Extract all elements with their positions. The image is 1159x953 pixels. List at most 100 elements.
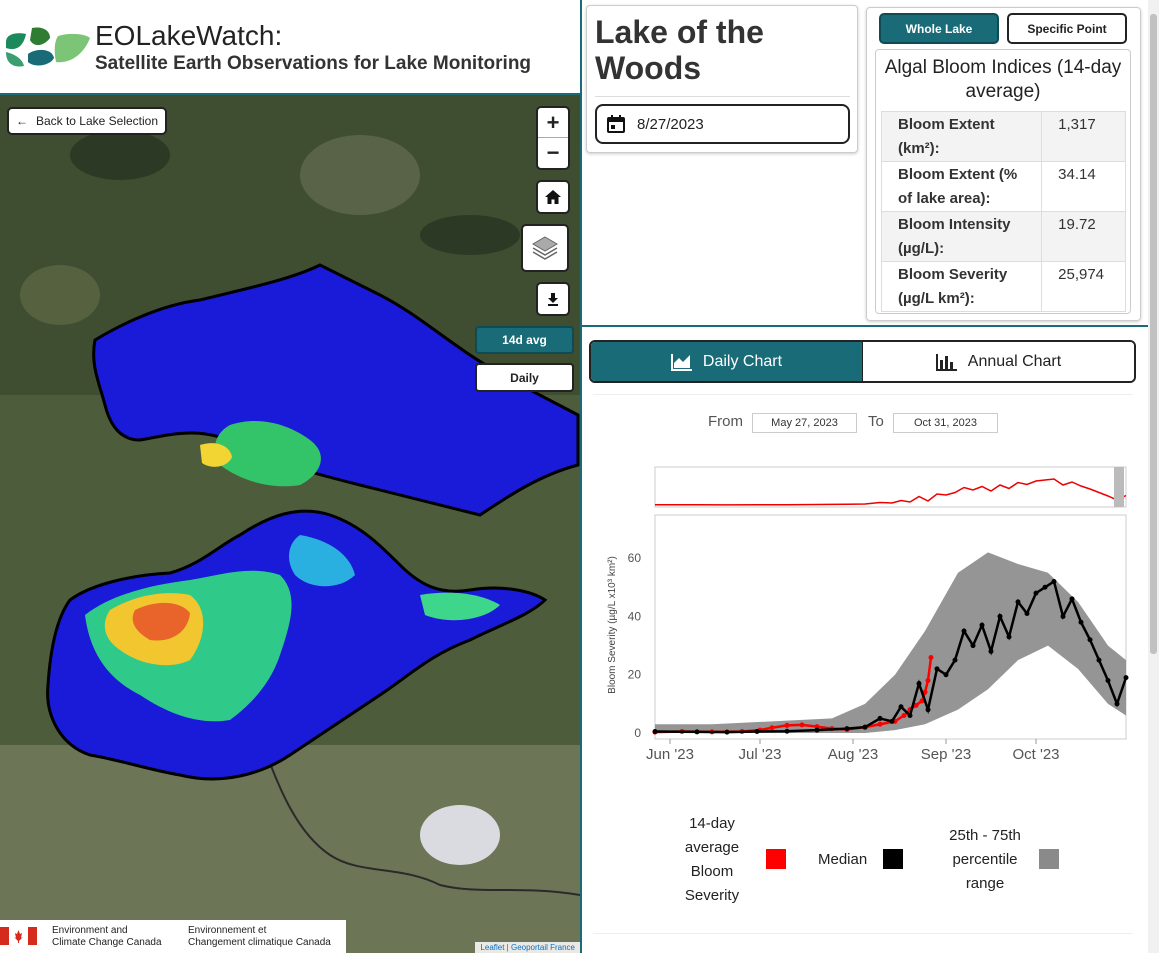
data-point xyxy=(844,726,850,732)
chart-tabs: Daily Chart Annual Chart xyxy=(589,340,1136,383)
data-point xyxy=(997,613,1003,619)
navigator-handle xyxy=(1114,467,1124,507)
table-row: Bloom Extent (% of lake area): 34.14 xyxy=(880,161,1126,212)
data-point xyxy=(943,672,949,678)
14d-avg-toggle[interactable]: 14d avg xyxy=(475,326,574,354)
legend-pct-swatch xyxy=(1039,849,1059,869)
lake-card: Lake of the Woods 8/27/2023 xyxy=(586,5,858,153)
data-point xyxy=(724,729,730,735)
map-attribution[interactable]: Leaflet | Geoportail France xyxy=(475,942,580,953)
calendar-icon xyxy=(607,115,625,133)
tab-annual-label: Annual Chart xyxy=(967,352,1062,370)
data-point xyxy=(652,729,658,735)
data-point xyxy=(1015,599,1021,605)
tab-daily-chart[interactable]: Daily Chart xyxy=(591,342,862,381)
data-point xyxy=(907,713,913,719)
data-point xyxy=(1060,613,1066,619)
series-line xyxy=(654,579,1128,734)
data-point xyxy=(898,704,904,710)
date-picker[interactable]: 8/27/2023 xyxy=(595,104,850,144)
row-value: 34.14 xyxy=(1041,161,1126,212)
download-button[interactable] xyxy=(536,282,570,316)
home-icon xyxy=(545,190,561,204)
x-tick-label: Jul '23 xyxy=(739,746,782,763)
gov-name-en: Environment and Climate Change Canada xyxy=(52,925,162,949)
bloom-severity-chart[interactable]: 0 20 40 60 Jun '23 Jul '23 Aug '23 Sep '23 Oct '… xyxy=(593,455,1138,775)
navigator-series xyxy=(654,478,1127,506)
app-header: EOLakeWatch: Satellite Earth Observation… xyxy=(0,0,580,95)
plot-area: 0 20 40 60 Jun '23 Jul '23 Aug '23 Sep '23 Oct '… xyxy=(628,514,1129,763)
y-tick-label: 0 xyxy=(634,726,641,740)
y-tick-label: 20 xyxy=(628,668,642,682)
gov-name-en-line2: Climate Change Canada xyxy=(52,937,162,948)
y-tick-label: 60 xyxy=(628,551,642,565)
row-label: Bloom Extent (% of lake area): xyxy=(880,161,1043,212)
indices-table: Bloom Extent (km²): 1,317 Bloom Extent (%… xyxy=(880,111,1126,312)
to-date-input[interactable]: Oct 31, 2023 xyxy=(893,413,998,433)
data-point xyxy=(1096,657,1102,663)
government-of-canada-signature: Environment and Climate Change Canada En… xyxy=(0,920,346,953)
home-button[interactable] xyxy=(536,180,570,214)
area-chart-icon xyxy=(670,353,692,371)
tab-annual-chart[interactable]: Annual Chart xyxy=(862,342,1134,381)
row-value: 19.72 xyxy=(1041,211,1126,262)
legend-avg-label: 14-day average Bloom Severity xyxy=(684,815,740,904)
daily-toggle[interactable]: Daily xyxy=(475,363,574,392)
zoom-out-button[interactable]: − xyxy=(546,140,560,165)
data-point xyxy=(889,718,895,724)
specific-point-button[interactable]: Specific Point xyxy=(1007,13,1127,44)
data-point xyxy=(988,648,994,654)
pane-divider xyxy=(580,0,582,953)
data-point xyxy=(1105,678,1111,684)
data-point xyxy=(877,721,883,727)
data-point xyxy=(934,666,940,672)
row-value: 25,974 xyxy=(1041,261,1126,312)
x-tick-label: Oct '23 xyxy=(1012,746,1059,763)
data-point xyxy=(784,728,790,734)
app-subtitle: Satellite Earth Observations for Lake Mo… xyxy=(95,53,532,74)
legend-median-label: Median xyxy=(818,851,868,868)
back-to-lake-selection-button[interactable]: ← Back to Lake Selection xyxy=(7,107,167,135)
download-icon xyxy=(548,293,558,306)
layers-icon xyxy=(532,236,558,260)
chart-panel xyxy=(593,394,1133,934)
data-point xyxy=(877,715,883,721)
card-divider xyxy=(595,96,850,97)
arrow-left-icon: ← xyxy=(15,114,28,128)
layers-button[interactable] xyxy=(521,224,569,272)
data-point xyxy=(1069,596,1075,602)
row-label: Bloom Extent (km²): xyxy=(880,111,1043,162)
from-date-input[interactable]: May 27, 2023 xyxy=(752,413,857,433)
data-point xyxy=(1087,637,1093,643)
map-view[interactable]: ← Back to Lake Selection + − 14d avg Dai… xyxy=(0,95,580,953)
data-point xyxy=(913,702,919,708)
data-point xyxy=(970,643,976,649)
bar-chart-icon xyxy=(935,353,957,371)
data-point xyxy=(1078,619,1084,625)
from-label: From xyxy=(708,413,743,430)
data-point xyxy=(916,680,922,686)
y-tick-label: 40 xyxy=(628,609,642,623)
gov-name-fr-line2: Changement climatique Canada xyxy=(188,937,331,948)
x-tick-label: Aug '23 xyxy=(828,746,878,763)
legend-pct-label: 25th - 75th percentile range xyxy=(949,827,1021,892)
table-row: Bloom Extent (km²): 1,317 xyxy=(880,111,1126,162)
data-point xyxy=(901,713,907,719)
y-axis-label: Bloom Severity (µg/L x10³ km²) xyxy=(607,556,618,694)
zoom-in-button[interactable]: + xyxy=(538,108,568,138)
row-label: Bloom Severity (µg/L km²): xyxy=(880,261,1043,312)
data-point xyxy=(799,722,805,728)
data-point xyxy=(694,729,700,735)
scrollbar-thumb[interactable] xyxy=(1150,14,1157,654)
whole-lake-button[interactable]: Whole Lake xyxy=(879,13,999,44)
date-value: 8/27/2023 xyxy=(637,115,704,133)
range-navigator[interactable] xyxy=(654,466,1127,508)
satellite-basemap xyxy=(0,95,580,953)
data-point xyxy=(814,727,820,733)
data-point xyxy=(979,622,985,628)
x-tick-label: Jun '23 xyxy=(646,746,694,763)
data-point xyxy=(1051,578,1057,584)
indices-panel xyxy=(866,7,1141,321)
tab-daily-label: Daily Chart xyxy=(702,352,783,370)
data-point xyxy=(784,722,790,728)
